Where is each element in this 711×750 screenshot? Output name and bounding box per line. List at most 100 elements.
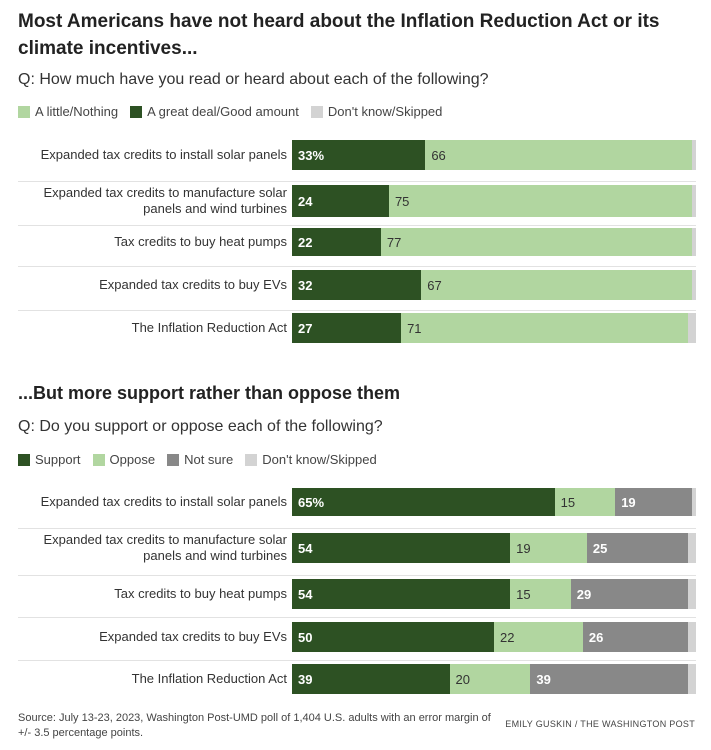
chart-2-category-label: Tax credits to buy heat pumps: [7, 579, 287, 609]
chart-1-legend: A little/Nothing A great deal/Good amount…: [18, 104, 454, 119]
chart-2-bar-segment: 54: [292, 533, 511, 563]
chart-2-legend-swatch: [245, 453, 258, 466]
chart-2-bar-segment: 19: [510, 533, 587, 563]
chart-1-bar-segment: [691, 185, 696, 217]
chart-2-data-label: 50: [298, 629, 313, 645]
chart-2-bar-segment: [687, 533, 696, 563]
chart-2-bar-segment: 19: [615, 488, 692, 516]
chart-2-bar-segment: [691, 488, 696, 516]
chart-2-category-label: Expanded tax credits to install solar pa…: [7, 488, 287, 516]
chart-1-legend-swatch: [18, 105, 30, 118]
chart-2-bar-segment: 50: [292, 622, 494, 652]
chart-2-category-label-line: Tax credits to buy heat pumps: [114, 586, 287, 601]
chart-2-bar-segment: 39: [530, 664, 688, 694]
chart-2-bar-segment: 15: [510, 579, 571, 609]
chart-2-data-label: 25: [592, 540, 608, 556]
chart-2-legend-label: Don't know/Skipped: [262, 452, 377, 467]
chart-2-legend-swatch: [92, 453, 105, 466]
credit-line: EMILY GUSKIN / THE WASHINGTON POST: [505, 719, 695, 729]
chart-2-legend-item: Oppose: [92, 452, 156, 467]
chart-2-data-label: 29: [576, 586, 592, 602]
chart-1-legend-label: A little/Nothing: [35, 104, 119, 119]
chart-1-row: The Inflation Reduction Act 27 71: [0, 313, 711, 343]
chart-2-data-label: 15: [560, 494, 576, 510]
chart-2-category-label-line: Expanded tax credits to install solar pa…: [40, 494, 287, 509]
chart-2-data-label: 20: [455, 671, 471, 687]
chart-2-data-label: 26: [588, 629, 604, 645]
chart-2-bar-segment: 29: [570, 579, 688, 609]
chart-2-legend-item: Don't know/Skipped: [245, 452, 377, 467]
chart-2-bar-segment: 54: [292, 579, 511, 609]
chart-1-legend-swatch: [130, 105, 143, 118]
chart-1-category-label-line: Expanded tax credits to install solar pa…: [40, 147, 287, 162]
chart-1-category-label: Tax credits to buy heat pumps: [7, 228, 287, 256]
chart-1-row: Expanded tax credits to manufacture sola…: [0, 185, 711, 217]
chart-2-row: Expanded tax credits to install solar pa…: [0, 488, 711, 516]
chart-1-category-label: Expanded tax credits to install solar pa…: [7, 140, 287, 170]
chart-1-category-label-line: Expanded tax credits to buy EVs: [99, 277, 287, 292]
chart-1-legend-item: A little/Nothing: [18, 104, 118, 119]
chart-1-data-label: 27: [298, 320, 313, 336]
source-note: Source: July 13-23, 2023, Washington Pos…: [18, 712, 491, 739]
chart-2-data-label: 65%: [298, 494, 325, 510]
chart-1-bar-segment: 71: [401, 313, 688, 343]
chart-2-data-label: 22: [500, 629, 515, 645]
chart-1-question: Q: How much have you read or heard about…: [18, 71, 489, 88]
chart-1-data-label: 75: [394, 193, 410, 209]
chart-1-bar-segment: 33%: [292, 140, 426, 170]
chart-1-category-label-line: The Inflation Reduction Act: [131, 320, 287, 335]
chart-1-category-label-line: panels and wind turbines: [143, 201, 287, 216]
chart-1-bar: 33% 66: [292, 140, 696, 170]
chart-1-bar: 24 75: [292, 185, 696, 217]
chart-2-bar: 54 19 25: [292, 533, 696, 563]
chart-1-bar: 27 71: [292, 313, 696, 343]
chart-2-legend-swatch: [18, 453, 30, 466]
chart-2-legend-swatch: [167, 453, 180, 466]
chart-2-row-divider: [18, 617, 696, 618]
chart-2-category-label-line: The Inflation Reduction Act: [131, 671, 287, 686]
chart-2-bar: 39 20 39: [292, 664, 696, 694]
chart-1-bar: 22 77: [292, 228, 696, 256]
chart-2-legend-label: Oppose: [109, 452, 156, 467]
chart-1-legend-item: Don't know/Skipped: [310, 104, 442, 119]
chart-2-bar-segment: 22: [494, 622, 583, 652]
chart-1-row-divider: [18, 310, 696, 311]
chart-2-data-label: 15: [516, 586, 531, 602]
chart-2-category-label-line: Expanded tax credits to buy EVs: [99, 629, 287, 644]
chart-1-bar-segment: 32: [292, 270, 422, 300]
chart-1-bar-segment: 77: [380, 228, 692, 256]
chart-2-category-label-line: panels and wind turbines: [143, 548, 287, 563]
chart-2-bar-segment: 20: [449, 664, 531, 694]
chart-2-bar-segment: 26: [582, 622, 688, 652]
chart-1-bar-segment: 66: [425, 140, 692, 170]
chart-1-legend-label: A great deal/Good amount: [147, 104, 299, 119]
chart-2-data-label: 39: [298, 671, 313, 687]
chart-1-row-divider: [18, 266, 696, 267]
chart-2-bar: 65% 15 19: [292, 488, 696, 516]
chart-1-category-label-line: Tax credits to buy heat pumps: [114, 234, 287, 249]
chart-2-category-label: Expanded tax credits to manufacture sola…: [7, 532, 287, 563]
chart-2-legend: Support Oppose Not sure Don't know/Skipped: [18, 452, 389, 467]
chart-1-bar-segment: 75: [388, 185, 692, 217]
chart-2-bar-segment: [687, 579, 696, 609]
chart-1-data-label: 66: [431, 147, 446, 163]
chart-1-data-label: 22: [298, 234, 313, 250]
chart-2-bar: 54 15 29: [292, 579, 696, 609]
chart-1-row: Tax credits to buy heat pumps 22 77: [0, 228, 711, 256]
chart-1-bar-segment: 27: [292, 313, 402, 343]
chart-1-bar-segment: 22: [292, 228, 381, 256]
chart-2-question: Q: Do you support or oppose each of the …: [18, 418, 383, 435]
chart-2-row-divider: [18, 660, 696, 661]
chart-1-bar-segment: 67: [421, 270, 692, 300]
chart-2-legend-item: Not sure: [167, 452, 233, 467]
chart-1-bar-segment: [687, 313, 696, 343]
chart-2-data-label: 54: [298, 586, 313, 602]
chart-1-data-label: 71: [407, 320, 422, 336]
chart-1-category-label-line: Expanded tax credits to manufacture sola…: [43, 185, 287, 200]
chart-1-data-label: 33%: [298, 147, 325, 163]
chart-2-legend-label: Support: [35, 452, 81, 467]
chart-2-data-label: 19: [516, 540, 531, 556]
chart-1-bar-segment: [691, 228, 696, 256]
chart-2-row: Expanded tax credits to manufacture sola…: [0, 532, 711, 563]
chart-1-data-label: 32: [298, 277, 313, 293]
